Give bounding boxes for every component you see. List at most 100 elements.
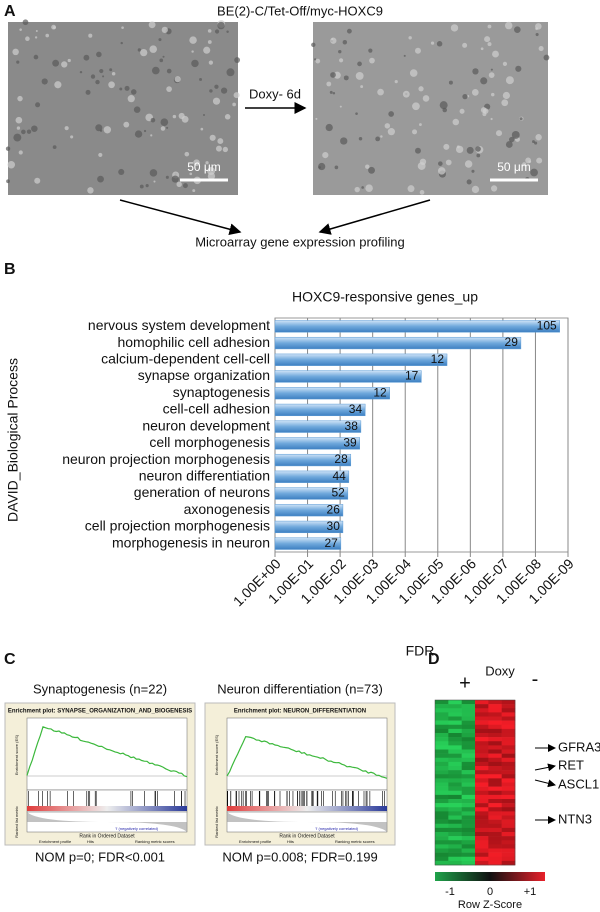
cell xyxy=(464,160,473,168)
cell xyxy=(143,129,147,133)
cell xyxy=(538,45,544,52)
panel-label: B xyxy=(4,261,16,278)
cell xyxy=(536,157,543,164)
cell xyxy=(492,50,499,58)
heat-cell xyxy=(488,774,502,779)
heat-cell xyxy=(461,803,476,808)
heat-cell xyxy=(448,778,462,783)
heat-cell xyxy=(488,757,502,763)
legend-entry: Ranking metric scores xyxy=(335,839,375,844)
cell xyxy=(490,68,493,71)
cell xyxy=(108,81,115,89)
heat-frame xyxy=(434,699,516,866)
metric-label: Ranked list metric xyxy=(14,806,19,838)
heat-cell xyxy=(475,774,489,779)
heat-cell xyxy=(475,708,489,713)
cell xyxy=(41,78,48,85)
heat-cell xyxy=(501,819,516,825)
heat-cell xyxy=(435,832,449,837)
heat-cell xyxy=(488,823,502,829)
cell xyxy=(475,146,481,152)
cell xyxy=(149,45,158,53)
key-label: Row Z-Score xyxy=(458,899,522,911)
heat-cell xyxy=(501,720,516,726)
cell xyxy=(16,126,21,130)
heat-cell xyxy=(475,811,489,816)
cell xyxy=(174,76,181,83)
cell xyxy=(437,167,446,175)
heat-cell xyxy=(461,844,476,849)
cell xyxy=(369,57,375,64)
cell xyxy=(466,179,472,185)
cell xyxy=(365,164,370,169)
cell xyxy=(339,58,344,63)
heat-cell xyxy=(435,770,449,775)
heat-cell xyxy=(448,852,462,858)
cell xyxy=(13,133,22,142)
neg-label: 'l' (negatively correlated) xyxy=(115,826,159,831)
cell xyxy=(215,145,222,152)
cell xyxy=(505,141,513,148)
cell xyxy=(111,71,116,76)
rank-bar xyxy=(27,806,187,811)
cell xyxy=(25,36,30,41)
heat-cell xyxy=(435,778,449,783)
heat-cell xyxy=(475,761,489,767)
cell xyxy=(61,61,68,68)
cell xyxy=(150,117,156,123)
cell xyxy=(355,112,358,115)
cell xyxy=(202,114,206,117)
cell xyxy=(172,114,177,119)
cell xyxy=(543,54,550,61)
heat-cell xyxy=(488,745,502,750)
gene-label: ASCL1 xyxy=(558,776,599,791)
key-tick: -1 xyxy=(445,886,455,898)
cell xyxy=(375,136,381,142)
heat-cell xyxy=(501,770,516,775)
heat-cell xyxy=(475,815,489,820)
bar xyxy=(274,370,422,383)
heat-cell xyxy=(475,766,489,771)
heat-cell xyxy=(435,749,449,754)
cell xyxy=(83,54,90,61)
gene-label: GFRA3 xyxy=(558,739,600,754)
rank-bar xyxy=(227,806,387,811)
y-tick-label: neuron differentiation xyxy=(139,467,270,483)
cell xyxy=(331,38,334,41)
cell xyxy=(159,58,164,63)
count-label: 34 xyxy=(349,402,363,416)
heat-cell xyxy=(475,786,489,792)
heat-cell xyxy=(488,848,502,853)
heatmap xyxy=(434,699,516,866)
cell xyxy=(119,87,123,91)
count-label: 105 xyxy=(537,319,557,333)
heat-cell xyxy=(475,757,489,763)
heat-cell xyxy=(475,807,489,812)
chart-title: HOXC9-responsive genes_up xyxy=(292,289,478,305)
cell xyxy=(207,40,212,44)
es-area xyxy=(226,717,388,791)
cell xyxy=(35,30,38,33)
heat-cell xyxy=(501,700,516,705)
cell xyxy=(412,129,418,135)
cell xyxy=(403,54,406,57)
heat-cell xyxy=(435,803,449,808)
panel-label: D xyxy=(428,651,440,668)
heat-cell xyxy=(501,782,516,787)
cell xyxy=(70,135,74,139)
cell xyxy=(448,80,453,85)
cell xyxy=(476,153,481,158)
cell xyxy=(439,101,448,110)
count-label: 52 xyxy=(331,486,345,500)
heat-cell xyxy=(501,745,516,750)
y-tick-label: neuron projection morphogenesis xyxy=(62,451,270,467)
count-label: 28 xyxy=(334,452,348,466)
cell xyxy=(535,134,542,141)
cell xyxy=(191,59,199,68)
heat-cell xyxy=(501,790,516,796)
heat-cell xyxy=(448,700,462,705)
cell xyxy=(332,92,336,95)
heat-cell xyxy=(435,757,449,763)
y-tick-label: cell-cell adhesion xyxy=(163,401,270,417)
es-label: Enrichment score (ES) xyxy=(14,734,19,775)
